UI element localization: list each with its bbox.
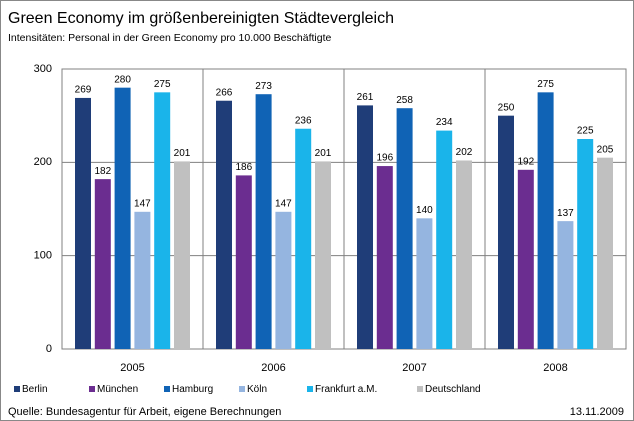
value-label: 137 (557, 208, 574, 219)
legend-label: Berlin (22, 384, 48, 395)
value-label: 192 (517, 156, 534, 167)
y-tick-label: 0 (46, 343, 52, 355)
legend-label: Deutschland (425, 384, 481, 395)
bar (94, 179, 111, 349)
value-label: 275 (537, 79, 554, 90)
legend-swatch (239, 386, 245, 392)
legend-swatch (307, 386, 313, 392)
bar (396, 108, 413, 349)
bar (456, 160, 472, 349)
bar (537, 92, 554, 349)
bar (498, 115, 514, 350)
legend-swatch (417, 386, 423, 392)
x-tick-label: 2008 (543, 362, 567, 374)
bar (174, 161, 190, 349)
value-label: 258 (396, 95, 413, 106)
bar (114, 87, 131, 350)
value-label: 147 (134, 198, 151, 209)
bar (557, 221, 574, 349)
bar (295, 128, 312, 349)
value-label: 273 (255, 81, 272, 92)
legend-swatch (14, 386, 20, 392)
x-tick-label: 2005 (120, 362, 144, 374)
legend-swatch (164, 386, 170, 392)
y-tick-label: 200 (34, 156, 52, 168)
bar (436, 130, 453, 349)
bar (275, 211, 292, 349)
legend-label: Hamburg (172, 384, 213, 395)
value-label: 275 (154, 79, 171, 90)
date: 13.11.2009 (570, 406, 624, 418)
value-label: 201 (315, 148, 332, 159)
x-tick-label: 2006 (261, 362, 285, 374)
value-label: 182 (94, 166, 111, 177)
bar (154, 92, 171, 349)
legend-label: Frankfurt a.M. (315, 384, 377, 395)
bar (75, 97, 91, 349)
bar (235, 175, 252, 349)
y-tick-label: 100 (34, 250, 52, 262)
value-label: 186 (235, 162, 252, 173)
legend-swatch (89, 386, 95, 392)
legend-label: Köln (247, 384, 267, 395)
value-label: 202 (456, 147, 473, 158)
value-label: 205 (597, 144, 614, 155)
value-label: 225 (577, 126, 594, 137)
value-label: 280 (114, 74, 131, 85)
bar (315, 161, 331, 349)
value-label: 236 (295, 115, 312, 126)
bar (577, 139, 594, 349)
bar (216, 100, 232, 349)
value-label: 201 (174, 148, 191, 159)
value-label: 261 (357, 92, 374, 103)
bar (517, 169, 534, 349)
bar (255, 94, 272, 349)
chart-subtitle: Intensitäten: Personal in der Green Econ… (8, 32, 332, 44)
value-label: 250 (498, 102, 515, 113)
source: Quelle: Bundesagentur für Arbeit, eigene… (8, 406, 281, 418)
value-label: 196 (376, 153, 393, 164)
bar (357, 105, 373, 350)
value-label: 140 (416, 205, 433, 216)
bar (597, 157, 613, 349)
bar (416, 218, 433, 349)
legend-label: München (97, 384, 138, 395)
value-label: 147 (275, 198, 292, 209)
value-label: 266 (216, 87, 233, 98)
y-tick-label: 300 (34, 63, 52, 75)
x-tick-label: 2007 (402, 362, 426, 374)
bar (134, 211, 151, 349)
chart-title: Green Economy im größenbereinigten Städt… (8, 10, 394, 27)
value-label: 234 (436, 117, 453, 128)
value-label: 269 (75, 85, 92, 96)
bar (376, 166, 393, 349)
